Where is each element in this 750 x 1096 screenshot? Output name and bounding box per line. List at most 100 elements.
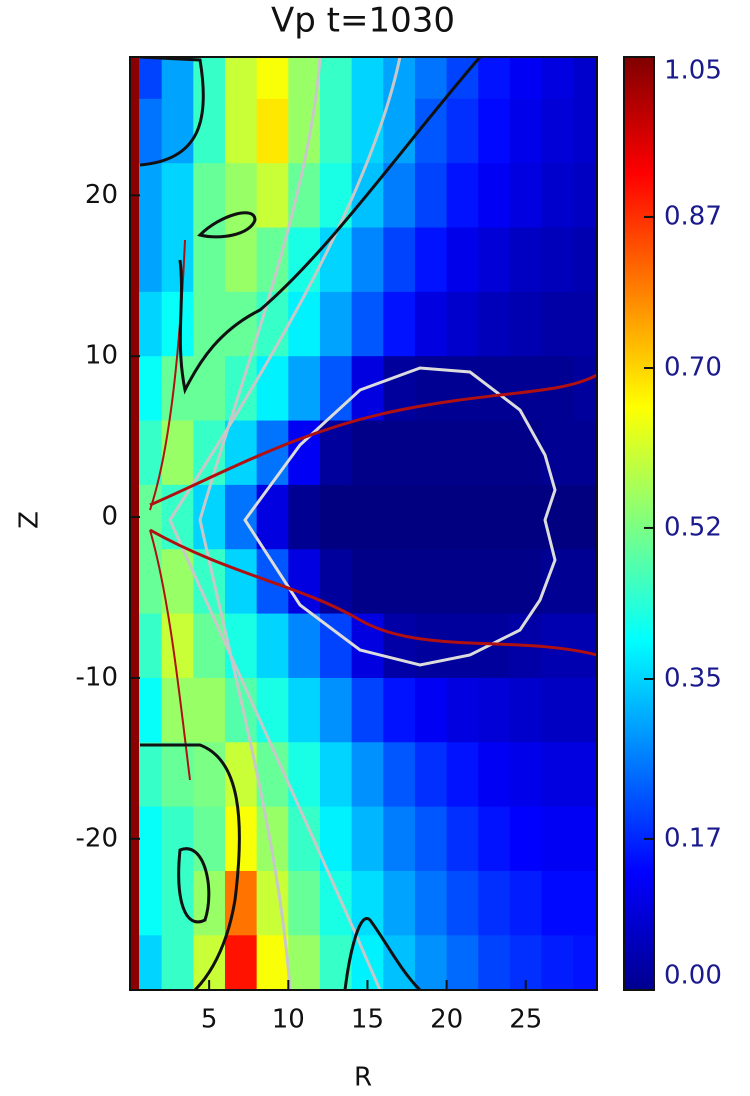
- heatmap-cell: [383, 806, 416, 872]
- heatmap-cell: [414, 806, 448, 872]
- heatmap-cell: [319, 291, 353, 357]
- heatmap-cell: [509, 98, 543, 164]
- heatmap-cell: [288, 870, 321, 936]
- heatmap-cell: [478, 742, 511, 808]
- heatmap-cell: [478, 227, 511, 293]
- heatmap-cell: [193, 806, 226, 872]
- y-tick-label: 20: [85, 180, 118, 210]
- heatmap-cell: [383, 163, 416, 229]
- heatmap-cell: [446, 163, 479, 229]
- heatmap-cell: [541, 742, 574, 808]
- heatmap-cell: [446, 870, 479, 936]
- heatmap-cell: [319, 98, 353, 164]
- heatmap-cell: [509, 677, 543, 743]
- contour-line: [168, 57, 402, 990]
- heatmap-cell: [414, 163, 448, 229]
- colorbar-tick-label: 0.70: [664, 353, 722, 383]
- contour-line: [343, 916, 422, 990]
- heatmap-cell: [478, 163, 511, 229]
- heatmap-cell: [161, 163, 194, 229]
- chart-title: Vp t=1030: [271, 1, 455, 41]
- heatmap-cell: [414, 935, 448, 990]
- colorbar-tick-label: 0.35: [664, 664, 722, 694]
- colorbar: [623, 56, 655, 991]
- contour-line: [178, 57, 482, 395]
- heatmap-cell: [319, 227, 353, 293]
- heatmap-cell: [193, 742, 226, 808]
- contour-line: [149, 528, 597, 657]
- heatmap-cell: [351, 677, 384, 743]
- heatmap-cell: [193, 291, 226, 357]
- heatmap-cell: [351, 420, 384, 486]
- heatmap-cell: [383, 677, 416, 743]
- heatmap-cell: [541, 935, 574, 990]
- heatmap-cell: [351, 806, 384, 872]
- heatmap-cell: [414, 291, 448, 357]
- heatmap-cell: [319, 57, 353, 100]
- heatmap-cell: [193, 613, 226, 679]
- contour-line: [139, 57, 205, 167]
- heatmap-cell: [224, 613, 258, 679]
- heatmap-cell: [351, 742, 384, 808]
- heatmap-cell: [573, 549, 597, 615]
- colorbar-tick-label: 0.00: [664, 961, 722, 991]
- heatmap-cell: [288, 935, 321, 990]
- heatmap-cell: [351, 57, 384, 100]
- heatmap-cell: [509, 870, 543, 936]
- heatmap-cell: [161, 356, 194, 422]
- heatmap-cell: [224, 484, 258, 550]
- heatmap-cell: [319, 870, 353, 936]
- heatmap-cell: [256, 98, 289, 164]
- heatmap-cell: [256, 57, 289, 100]
- heatmap-cell: [224, 806, 258, 872]
- heatmap-cell: [573, 420, 597, 486]
- heatmap-cell: [478, 870, 511, 936]
- heatmap-cell: [383, 870, 416, 936]
- heatmap-cell: [224, 291, 258, 357]
- heatmap-cell: [288, 613, 321, 679]
- heatmap-cell: [383, 57, 416, 100]
- heatmap-cell: [383, 613, 416, 679]
- heatmap-cell: [509, 163, 543, 229]
- heatmap-cell: [509, 356, 543, 422]
- heatmap-cell: [509, 291, 543, 357]
- heatmap-cell: [446, 935, 479, 990]
- heatmap-cell: [319, 484, 353, 550]
- contour-line: [197, 211, 257, 239]
- heatmap-cell: [161, 227, 194, 293]
- x-tick-label: 20: [430, 1005, 463, 1035]
- heatmap-cell: [414, 613, 448, 679]
- heatmap-cell: [383, 549, 416, 615]
- heatmap-cell: [509, 806, 543, 872]
- heatmap-cell: [478, 484, 511, 550]
- heatmap-cell: [414, 227, 448, 293]
- heatmap-cell: [573, 935, 597, 990]
- heatmap-cell: [573, 677, 597, 743]
- heatmap-cell: [478, 291, 511, 357]
- heatmap-cell: [573, 98, 597, 164]
- x-tick-label: 25: [509, 1005, 542, 1035]
- heatmap-cell: [446, 484, 479, 550]
- heatmap-cell: [509, 742, 543, 808]
- heatmap-cell: [478, 935, 511, 990]
- heatmap-cell: [573, 356, 597, 422]
- heatmap-cell: [446, 613, 479, 679]
- heatmap-cell: [288, 549, 321, 615]
- contour-line: [149, 373, 597, 507]
- heatmap-cell: [288, 163, 321, 229]
- heatmap-cell: [478, 677, 511, 743]
- heatmap-cell: [193, 57, 226, 100]
- heatmap-cell: [573, 484, 597, 550]
- heatmap-cell: [414, 356, 448, 422]
- heatmap-cell: [446, 291, 479, 357]
- heatmap-cell: [414, 742, 448, 808]
- colorbar-tick-label: 0.17: [664, 823, 722, 853]
- heatmap-cell: [414, 549, 448, 615]
- heatmap-cell: [478, 549, 511, 615]
- heatmap-cell: [478, 420, 511, 486]
- heatmap-cell: [224, 549, 258, 615]
- x-tick-label: 5: [201, 1005, 218, 1035]
- heatmap-cell: [509, 57, 543, 100]
- heatmap-cell: [446, 806, 479, 872]
